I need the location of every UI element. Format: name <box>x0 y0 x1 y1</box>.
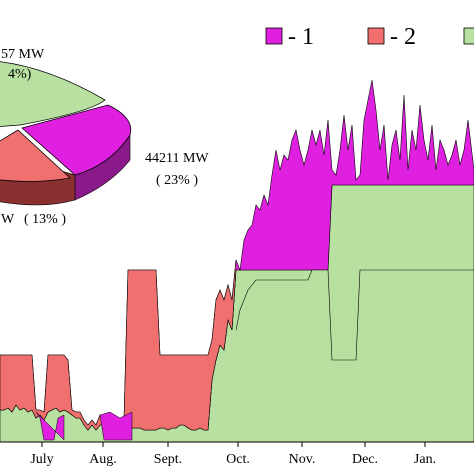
x-tick-label: Jan. <box>414 452 436 467</box>
series-1-area-left-b <box>99 411 133 441</box>
legend-item-3-swatch <box>463 27 474 45</box>
pie-chart <box>0 61 132 206</box>
legend-item-2-label: - 2 <box>390 24 416 50</box>
pie-slice-2 <box>0 129 71 182</box>
legend-item-1-label: - 1 <box>288 24 314 50</box>
pie-label-2-value: W <box>1 212 15 227</box>
x-tick-label: Dec. <box>352 452 378 467</box>
x-tick-label: Sept. <box>154 452 182 467</box>
x-tick-label: Oct. <box>226 452 250 467</box>
x-tick-label: July <box>30 452 53 467</box>
legend-item-1-swatch <box>265 27 283 45</box>
pie-slice-3 <box>0 61 106 127</box>
series-1-area-left-a <box>35 411 65 441</box>
pie-label-1-pct: ( 23% ) <box>156 173 198 188</box>
pie-label-3-value: 57 MW <box>1 47 45 62</box>
pie-label-3-pct: 4%) <box>8 67 32 82</box>
pie-label-1-value: 44211 MW <box>145 151 209 166</box>
legend-item-2-swatch <box>367 27 385 45</box>
pie-label-2-pct: ( 13% ) <box>24 212 66 227</box>
pie-slice-1 <box>21 104 132 176</box>
x-tick-label: Nov. <box>289 452 316 467</box>
series-2-area <box>0 259 236 431</box>
series-3-area-right <box>236 269 474 443</box>
x-tick-label: Aug. <box>89 452 117 467</box>
